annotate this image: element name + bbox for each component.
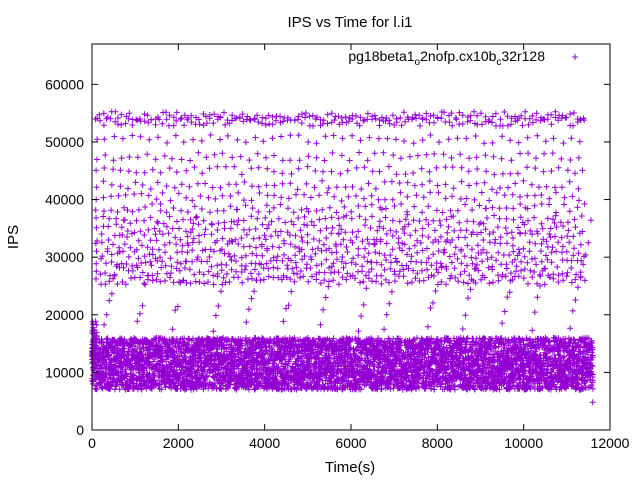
legend-label-part: 2nofp.cx10b [420,48,496,64]
legend-label-subscript: o [415,57,421,68]
y-axis-title: IPS [5,225,22,249]
x-tick-label: 2000 [163,435,194,451]
y-tick-label: 20000 [45,307,84,323]
legend-label-part: 32r128 [501,48,545,64]
y-tick-label: 60000 [45,76,84,92]
legend-label-subscript: c [496,57,501,68]
legend-marker [572,54,578,60]
y-tick-label: 50000 [45,134,84,150]
x-axis: 0 2000 4000 6000 8000 10000 12000 [88,44,630,451]
y-tick-label: 40000 [45,192,84,208]
legend-label: pg18beta1o2nofp.cx10bc32r128 [348,48,545,68]
chart-title: IPS vs Time for l.i1 [287,14,412,31]
data-point-marks [89,108,596,406]
data-points [89,108,596,406]
legend: pg18beta1o2nofp.cx10bc32r128 [348,48,578,68]
x-tick-label: 0 [88,435,96,451]
legend-label-part: pg18beta1 [348,48,414,64]
x-tick-label: 6000 [335,435,366,451]
x-tick-label: 10000 [504,435,543,451]
x-tick-label: 12000 [591,435,630,451]
x-axis-title: Time(s) [325,459,375,476]
y-tick-label: 10000 [45,364,84,380]
y-tick-label: 0 [76,422,84,438]
legend-plus-icon [572,54,578,60]
y-axis: 0 10000 20000 30000 40000 50000 60000 [45,76,610,438]
x-tick-label: 8000 [422,435,453,451]
y-tick-label: 30000 [45,249,84,265]
x-tick-label: 4000 [249,435,280,451]
